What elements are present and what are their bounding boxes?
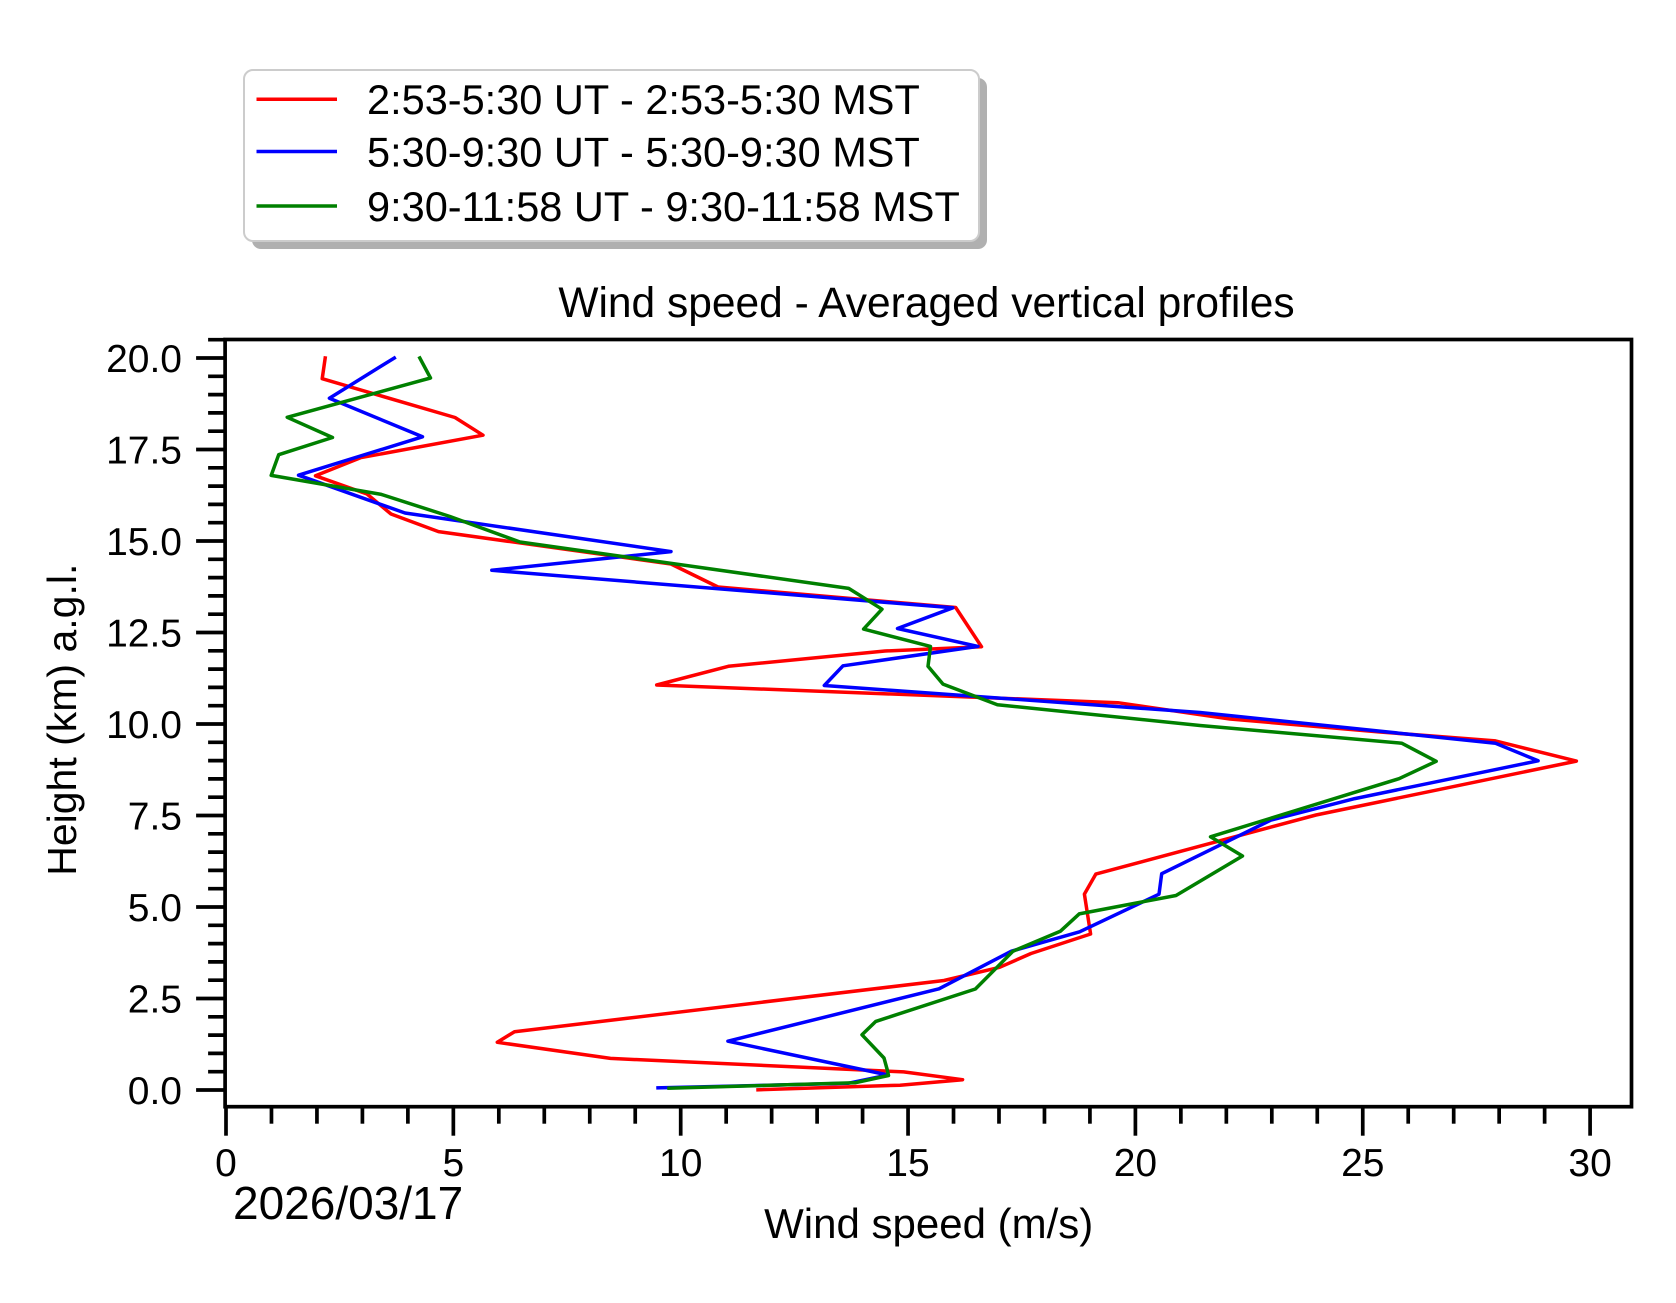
svg-text:20.0: 20.0: [106, 338, 182, 381]
svg-text:7.5: 7.5: [128, 795, 182, 838]
svg-text:5.0: 5.0: [128, 887, 182, 930]
svg-text:5:30-9:30 UT - 5:30-9:30 MST: 5:30-9:30 UT - 5:30-9:30 MST: [367, 129, 920, 176]
svg-text:25: 25: [1341, 1142, 1384, 1185]
svg-text:15.0: 15.0: [106, 521, 182, 564]
svg-text:10: 10: [659, 1142, 702, 1185]
svg-text:17.5: 17.5: [106, 429, 182, 472]
svg-text:0.0: 0.0: [128, 1070, 182, 1113]
svg-text:10.0: 10.0: [106, 704, 182, 747]
svg-text:Wind speed - Averaged vertical: Wind speed - Averaged vertical profiles: [558, 280, 1294, 327]
svg-text:Height (km) a.g.l.: Height (km) a.g.l.: [39, 564, 85, 876]
svg-text:20: 20: [1114, 1142, 1157, 1185]
svg-text:2026/03/17: 2026/03/17: [233, 1177, 463, 1229]
svg-text:12.5: 12.5: [106, 612, 182, 655]
svg-text:2.5: 2.5: [128, 978, 182, 1021]
svg-text:Wind speed (m/s): Wind speed (m/s): [764, 1200, 1093, 1247]
svg-text:30: 30: [1568, 1142, 1611, 1185]
svg-text:15: 15: [886, 1142, 929, 1185]
svg-text:0: 0: [215, 1142, 237, 1185]
svg-text:2:53-5:30 UT - 2:53-5:30 MST: 2:53-5:30 UT - 2:53-5:30 MST: [367, 76, 920, 123]
svg-text:9:30-11:58 UT - 9:30-11:58 MST: 9:30-11:58 UT - 9:30-11:58 MST: [367, 183, 960, 230]
svg-text:5: 5: [443, 1142, 465, 1185]
